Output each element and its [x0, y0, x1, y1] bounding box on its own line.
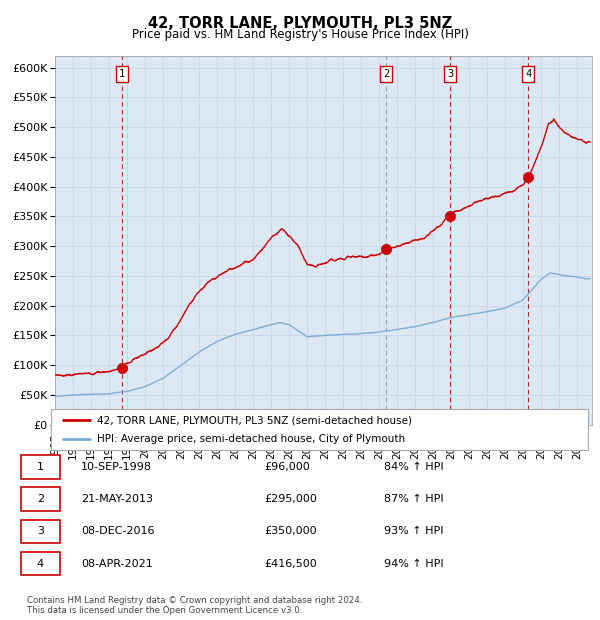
Text: 3: 3	[37, 526, 44, 536]
Text: 93% ↑ HPI: 93% ↑ HPI	[384, 526, 443, 536]
Text: Price paid vs. HM Land Registry's House Price Index (HPI): Price paid vs. HM Land Registry's House …	[131, 28, 469, 41]
Text: £416,500: £416,500	[264, 559, 317, 569]
Text: HPI: Average price, semi-detached house, City of Plymouth: HPI: Average price, semi-detached house,…	[97, 433, 405, 444]
Text: £350,000: £350,000	[264, 526, 317, 536]
Point	[382, 244, 391, 254]
Text: 21-MAY-2013: 21-MAY-2013	[81, 494, 153, 504]
Text: 1: 1	[119, 69, 125, 79]
Text: £96,000: £96,000	[264, 462, 310, 472]
Text: 08-DEC-2016: 08-DEC-2016	[81, 526, 155, 536]
Point	[445, 211, 455, 221]
Text: 1: 1	[37, 462, 44, 472]
Text: 42, TORR LANE, PLYMOUTH, PL3 5NZ: 42, TORR LANE, PLYMOUTH, PL3 5NZ	[148, 16, 452, 30]
Point	[117, 363, 127, 373]
Text: 10-SEP-1998: 10-SEP-1998	[81, 462, 152, 472]
Text: 87% ↑ HPI: 87% ↑ HPI	[384, 494, 443, 504]
Text: 4: 4	[525, 69, 531, 79]
Text: 42, TORR LANE, PLYMOUTH, PL3 5NZ (semi-detached house): 42, TORR LANE, PLYMOUTH, PL3 5NZ (semi-d…	[97, 415, 412, 425]
Text: £295,000: £295,000	[264, 494, 317, 504]
Text: 2: 2	[37, 494, 44, 504]
Text: 94% ↑ HPI: 94% ↑ HPI	[384, 559, 443, 569]
Text: 3: 3	[447, 69, 453, 79]
FancyBboxPatch shape	[51, 409, 588, 450]
Text: 08-APR-2021: 08-APR-2021	[81, 559, 153, 569]
Text: 2: 2	[383, 69, 389, 79]
Text: 4: 4	[37, 559, 44, 569]
Text: 84% ↑ HPI: 84% ↑ HPI	[384, 462, 443, 472]
Text: Contains HM Land Registry data © Crown copyright and database right 2024.
This d: Contains HM Land Registry data © Crown c…	[27, 596, 362, 615]
Point	[523, 172, 533, 182]
